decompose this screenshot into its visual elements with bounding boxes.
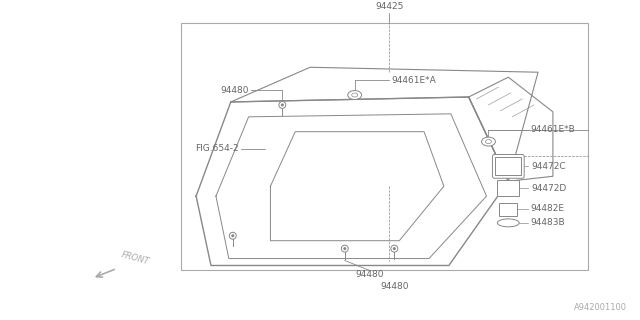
Text: 94480: 94480 xyxy=(220,85,248,94)
FancyBboxPatch shape xyxy=(497,180,519,196)
Text: FIG.654-2: FIG.654-2 xyxy=(195,144,239,153)
Ellipse shape xyxy=(497,219,519,227)
Circle shape xyxy=(341,245,348,252)
Circle shape xyxy=(391,245,398,252)
Text: 94483B: 94483B xyxy=(530,218,564,228)
Text: 94472C: 94472C xyxy=(531,162,566,171)
Text: 94461E*B: 94461E*B xyxy=(530,125,575,134)
Text: 94480: 94480 xyxy=(355,270,384,279)
Circle shape xyxy=(282,104,283,106)
FancyBboxPatch shape xyxy=(499,203,517,216)
Text: 94472D: 94472D xyxy=(531,184,566,193)
FancyBboxPatch shape xyxy=(495,157,521,175)
Ellipse shape xyxy=(352,93,358,97)
Circle shape xyxy=(232,235,234,236)
FancyBboxPatch shape xyxy=(492,155,524,178)
Text: 94425: 94425 xyxy=(375,2,404,11)
Circle shape xyxy=(344,248,346,250)
Circle shape xyxy=(279,101,286,108)
Circle shape xyxy=(394,248,395,250)
Bar xyxy=(181,23,588,270)
Text: 94461E*A: 94461E*A xyxy=(392,76,436,85)
Text: FRONT: FRONT xyxy=(120,250,150,267)
Text: A942001100: A942001100 xyxy=(574,303,627,312)
Text: 94480: 94480 xyxy=(380,282,408,291)
Ellipse shape xyxy=(348,91,362,100)
Circle shape xyxy=(229,232,236,239)
Ellipse shape xyxy=(481,137,495,146)
Text: 94482E: 94482E xyxy=(530,204,564,213)
Ellipse shape xyxy=(486,140,492,144)
